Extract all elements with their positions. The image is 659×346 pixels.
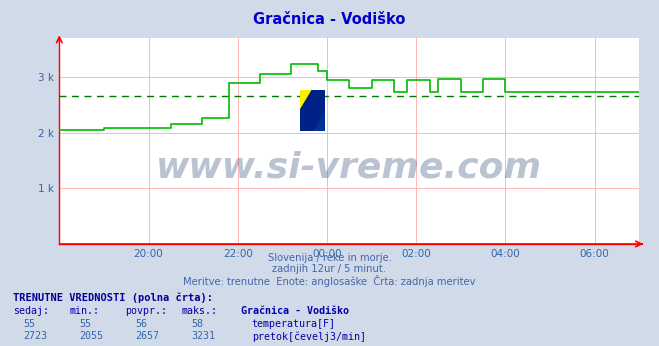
Text: 2055: 2055 — [79, 331, 103, 342]
Text: Gračnica - Vodiško: Gračnica - Vodiško — [253, 12, 406, 27]
Text: Meritve: trenutne  Enote: anglosaške  Črta: zadnja meritev: Meritve: trenutne Enote: anglosaške Črta… — [183, 275, 476, 288]
Text: 58: 58 — [191, 319, 203, 329]
Text: min.:: min.: — [69, 306, 100, 316]
Text: sedaj:: sedaj: — [13, 306, 49, 316]
Text: TRENUTNE VREDNOSTI (polna črta):: TRENUTNE VREDNOSTI (polna črta): — [13, 292, 213, 303]
Text: 3231: 3231 — [191, 331, 215, 342]
Text: 55: 55 — [23, 319, 35, 329]
Text: Slovenija / reke in morje.: Slovenija / reke in morje. — [268, 253, 391, 263]
Polygon shape — [300, 90, 325, 131]
Text: povpr.:: povpr.: — [125, 306, 167, 316]
Polygon shape — [312, 90, 325, 111]
Text: zadnjih 12ur / 5 minut.: zadnjih 12ur / 5 minut. — [273, 264, 386, 274]
Text: maks.:: maks.: — [181, 306, 217, 316]
Polygon shape — [300, 90, 312, 111]
Text: temperatura[F]: temperatura[F] — [252, 319, 335, 329]
Text: www.si-vreme.com: www.si-vreme.com — [156, 151, 542, 185]
Text: 55: 55 — [79, 319, 91, 329]
Text: 56: 56 — [135, 319, 147, 329]
Text: 2657: 2657 — [135, 331, 159, 342]
Text: Gračnica - Vodiško: Gračnica - Vodiško — [241, 306, 349, 316]
Text: 2723: 2723 — [23, 331, 47, 342]
Text: pretok[čevelj3/min]: pretok[čevelj3/min] — [252, 331, 366, 342]
